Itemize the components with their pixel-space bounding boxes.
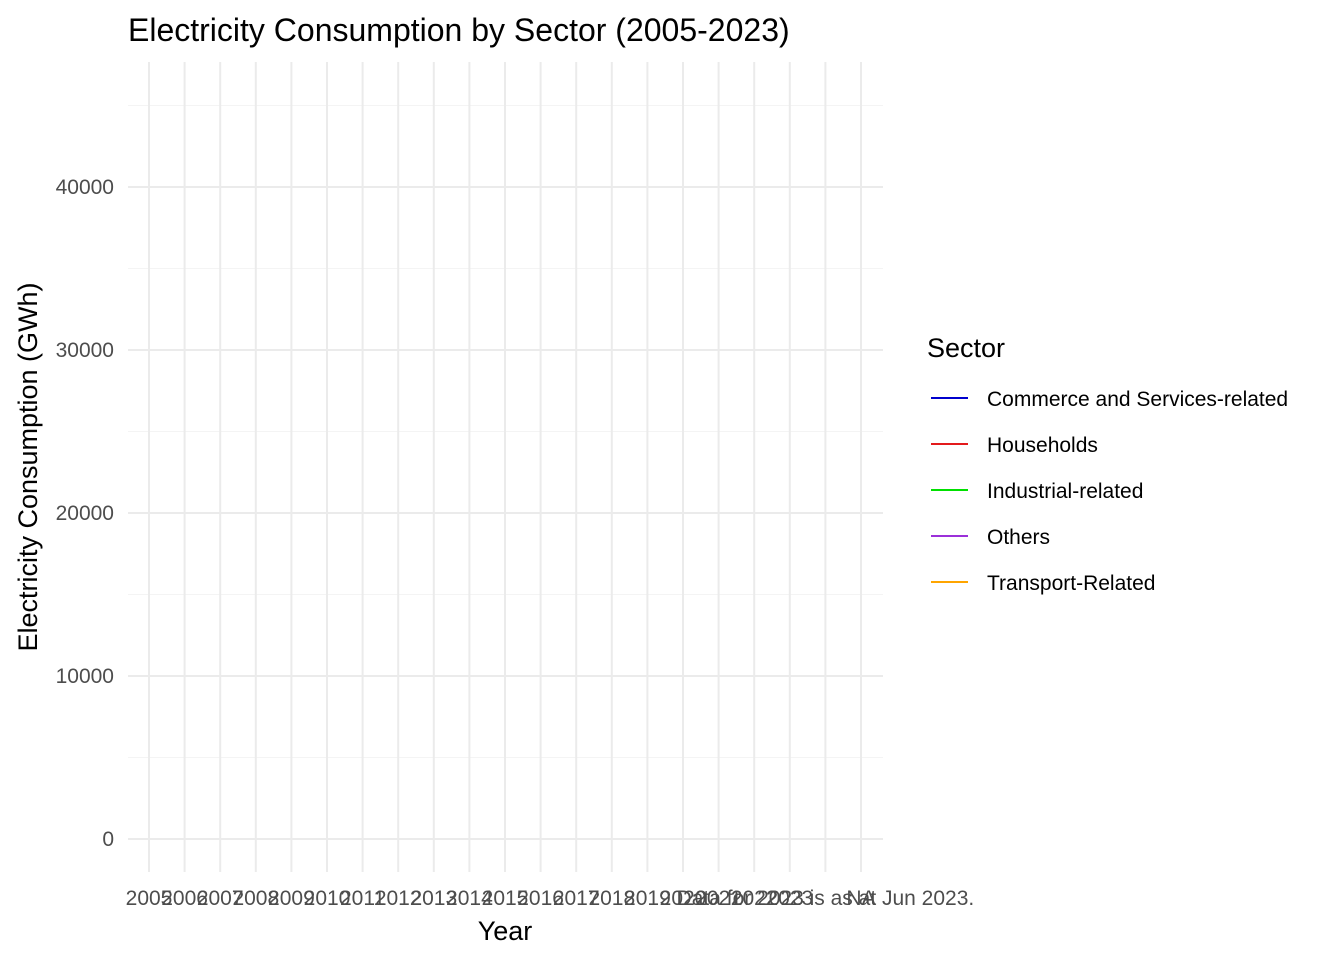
x-tick-label: 2014: [446, 887, 493, 910]
y-tick-label: 30000: [56, 339, 114, 362]
legend-entry: Industrial-related: [931, 480, 1143, 503]
x-tick-label: 2008: [232, 887, 279, 910]
legend-label: Transport-Related: [987, 572, 1155, 595]
x-tick-label: 2016: [517, 887, 564, 910]
x-tick-label: Data for 2023 is as at Jun 2023.: [677, 887, 975, 910]
legend-label: Commerce and Services-related: [987, 388, 1288, 411]
x-tick-label: 2011: [340, 887, 385, 910]
legend-label: Others: [987, 526, 1050, 549]
legend-entry: Transport-Related: [931, 572, 1155, 595]
y-tick-label: 10000: [56, 665, 114, 688]
x-tick-label: 2006: [161, 887, 208, 910]
x-tick-label: 2018: [588, 887, 635, 910]
x-tick-label: 2020: [660, 887, 707, 910]
x-tick-label: 2013: [410, 887, 457, 910]
chart-title: Electricity Consumption by Sector (2005-…: [128, 12, 790, 48]
legend-title: Sector: [927, 333, 1005, 363]
y-tick-label: 20000: [56, 502, 114, 525]
y-axis-ticks: 0 10000 20000 30000 40000: [56, 176, 114, 851]
x-tick-label: 2009: [268, 887, 315, 910]
x-tick-label: 2007: [197, 887, 244, 910]
legend-entry: Commerce and Services-related: [931, 388, 1288, 411]
x-tick-label: 2022: [731, 887, 778, 910]
x-tick-label: 2023: [766, 887, 813, 910]
legend-label: Households: [987, 434, 1098, 457]
legend-entry: Households: [931, 434, 1098, 457]
y-axis-title: Electricity Consumption (GWh): [13, 282, 43, 651]
grid: [128, 62, 883, 872]
y-tick-label: 40000: [56, 176, 114, 199]
legend: Commerce and Services-related Households I…: [931, 388, 1288, 595]
x-tick-label: 2012: [375, 887, 422, 910]
x-tick-label: 2010: [304, 887, 351, 910]
y-tick-label: 0: [102, 828, 114, 851]
x-tick-label: 2015: [482, 887, 529, 910]
x-tick-label: 2017: [553, 887, 600, 910]
x-axis-ticks: 2005200620072008200920102011201220132014…: [126, 887, 975, 910]
x-tick-label: NA: [846, 887, 875, 910]
legend-entry: Others: [931, 526, 1050, 549]
x-tick-label: 2005: [126, 887, 173, 910]
legend-label: Industrial-related: [987, 480, 1143, 503]
x-tick-label: 2021: [695, 887, 742, 910]
x-tick-label: 2019: [624, 887, 671, 910]
x-axis-title: Year: [478, 916, 533, 946]
